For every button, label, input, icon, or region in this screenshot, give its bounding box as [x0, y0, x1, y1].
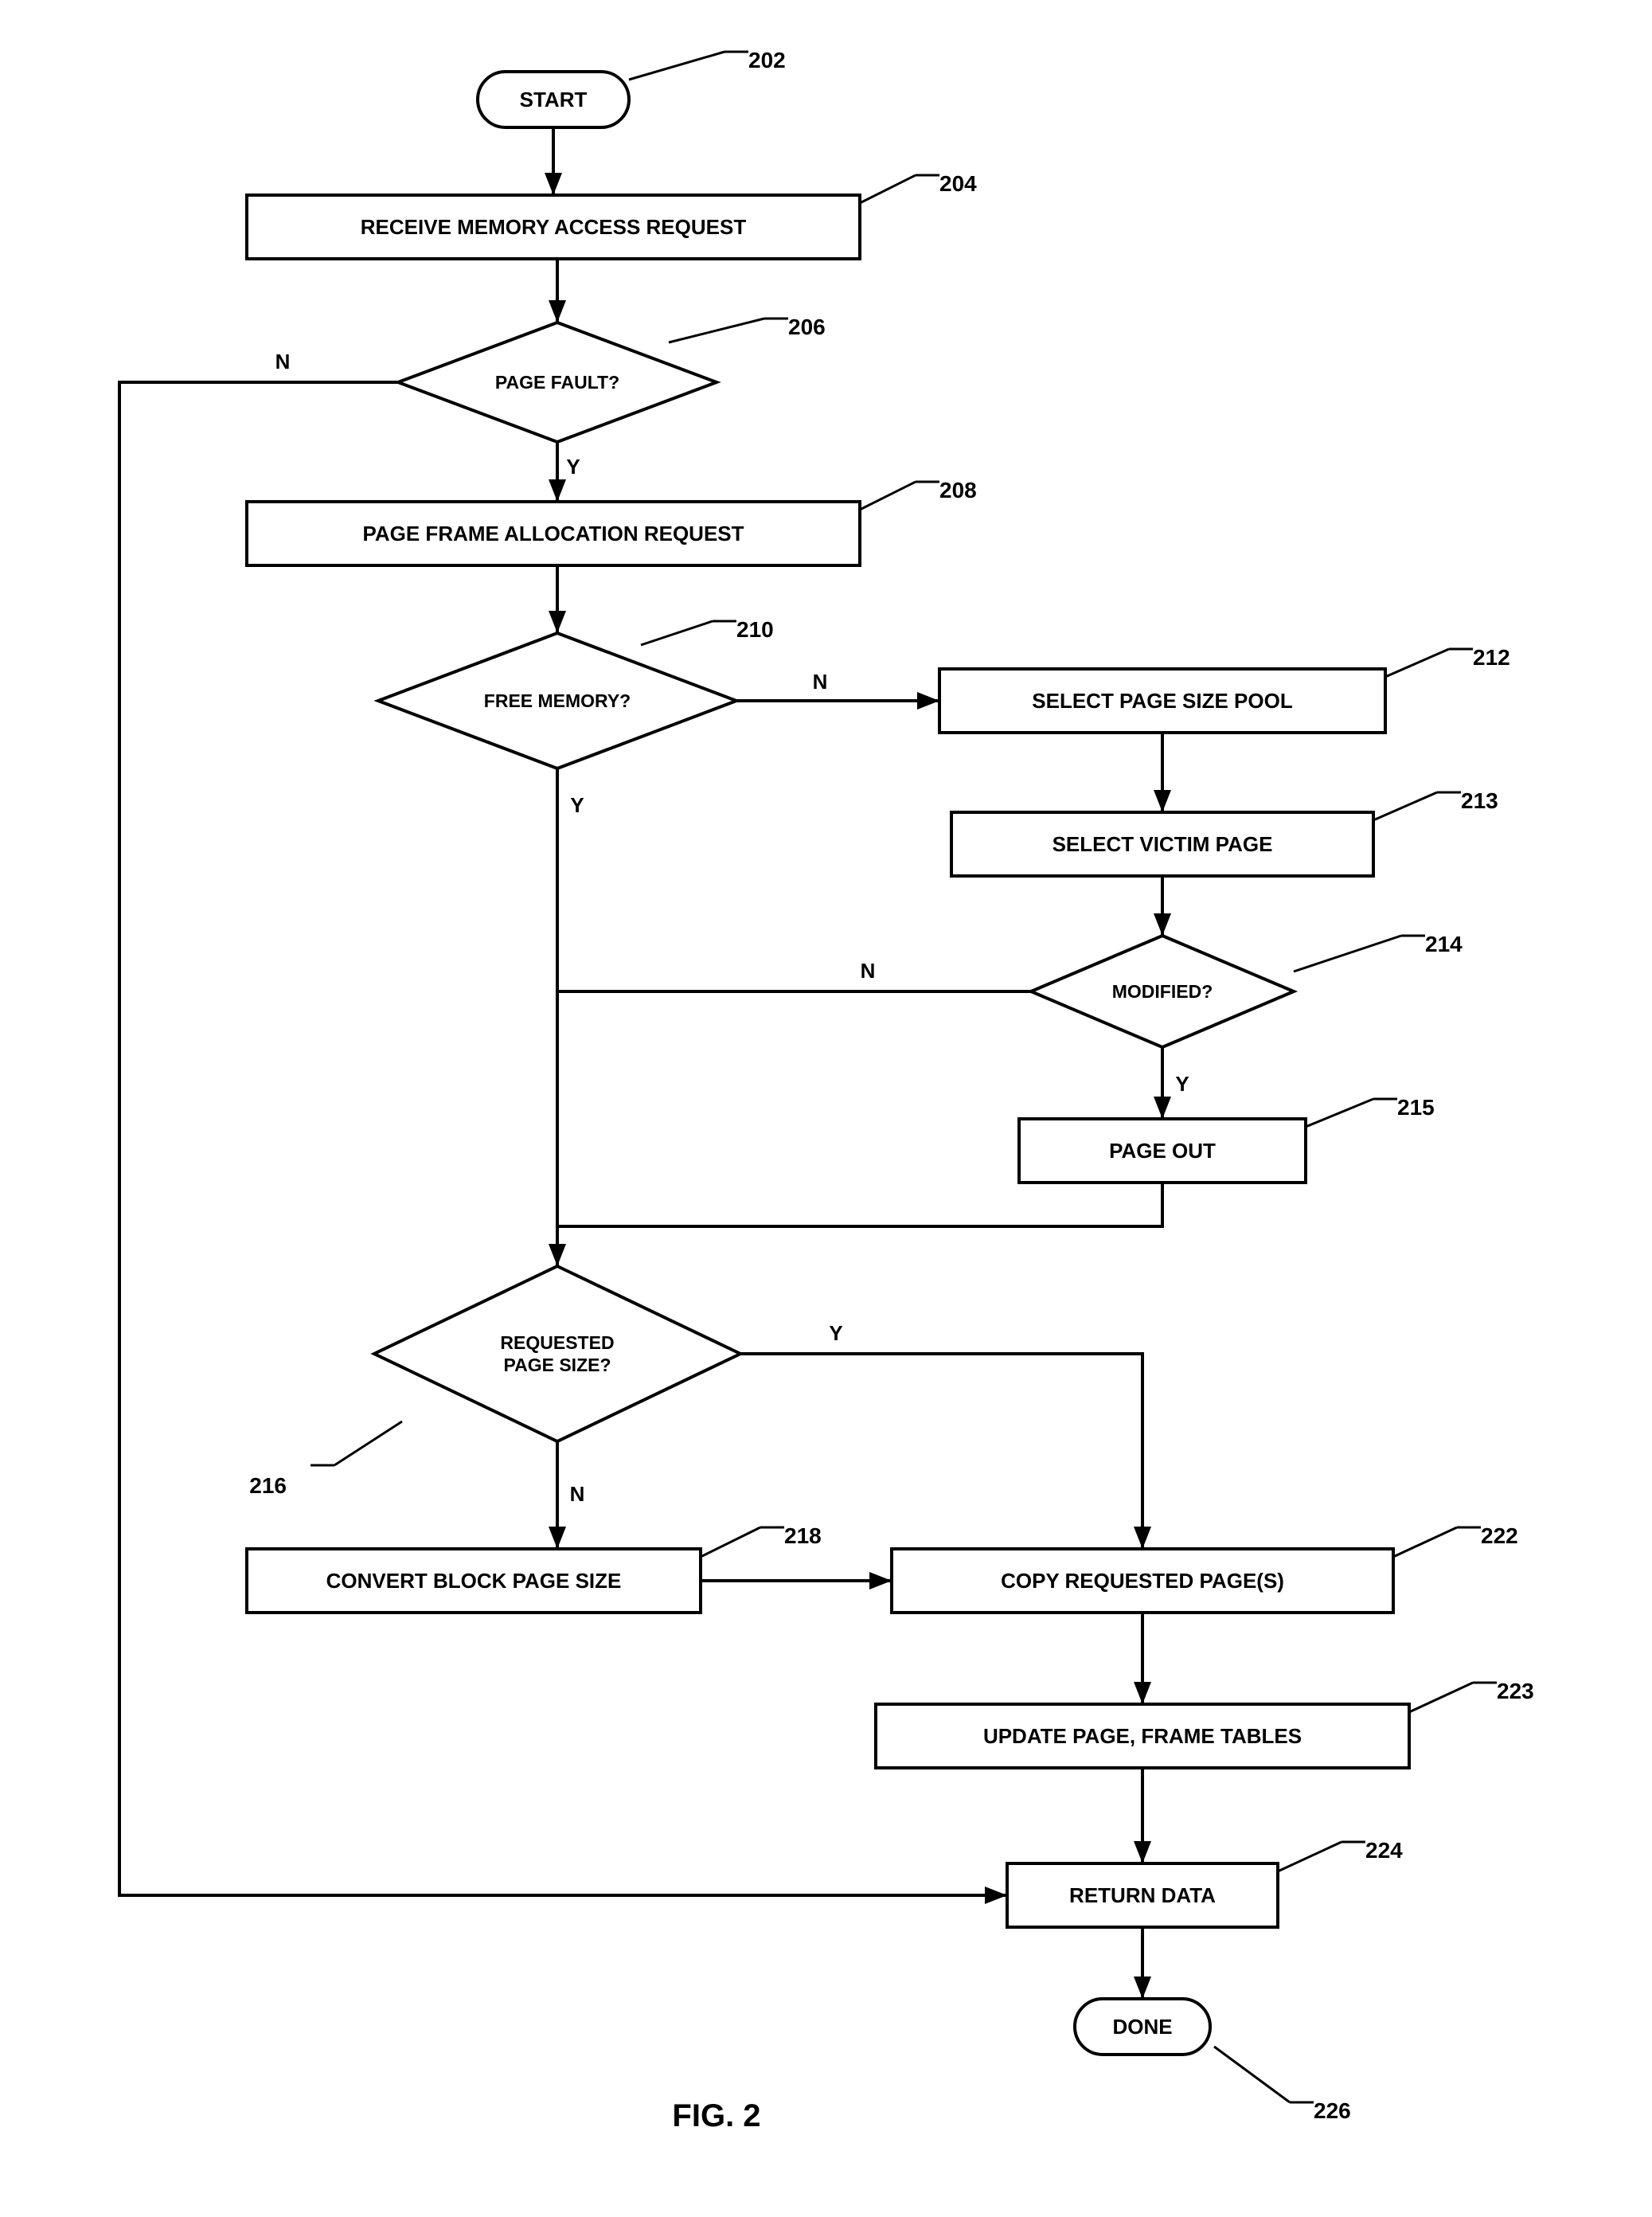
process-label-n215: PAGE OUT: [1109, 1139, 1216, 1163]
flowchart-figure: START RECEIVE MEMORY ACCESS REQUEST PAGE F…: [0, 0, 1652, 2217]
callout-leader-n216: [334, 1421, 402, 1465]
callout-leader-n223: [1409, 1683, 1473, 1712]
ref-number-n208: 208: [939, 478, 977, 502]
decision-label-n210-0: FREE MEMORY?: [484, 690, 631, 711]
ref-number-n223: 223: [1497, 1679, 1534, 1703]
callout-leader-n208: [860, 482, 916, 510]
callout-leader-n224: [1278, 1842, 1342, 1871]
ref-number-n212: 212: [1473, 645, 1510, 670]
edge-label-2: Y: [566, 455, 580, 479]
ref-number-n214: 214: [1425, 932, 1463, 956]
edge-label-12: N: [570, 1482, 585, 1506]
edge-label-4: N: [813, 670, 828, 694]
process-label-n223: UPDATE PAGE, FRAME TABLES: [983, 1724, 1302, 1748]
terminator-label-start: START: [520, 88, 588, 111]
ref-number-start: 202: [748, 48, 786, 72]
callout-leader-n206: [669, 319, 764, 342]
ref-number-n213: 213: [1461, 788, 1498, 813]
callout-leader-n222: [1393, 1527, 1457, 1557]
ref-number-n206: 206: [788, 315, 826, 339]
process-label-n218: CONVERT BLOCK PAGE SIZE: [326, 1569, 622, 1593]
callout-leader-n214: [1294, 936, 1401, 972]
callout-leader-start: [629, 52, 724, 80]
decision-label-n216-0: REQUESTED: [500, 1332, 614, 1353]
process-label-n204: RECEIVE MEMORY ACCESS REQUEST: [361, 215, 747, 239]
decision-n216: [374, 1266, 740, 1441]
process-label-n212: SELECT PAGE SIZE POOL: [1032, 689, 1293, 713]
callout-leader-n213: [1373, 792, 1437, 820]
decision-label-n216-1: PAGE SIZE?: [503, 1355, 611, 1375]
ref-number-n210: 210: [736, 617, 774, 642]
terminator-label-done: DONE: [1112, 2015, 1172, 2039]
callout-leader-n210: [641, 621, 713, 645]
ref-number-n215: 215: [1397, 1095, 1435, 1120]
decision-label-n206-0: PAGE FAULT?: [495, 372, 619, 393]
process-label-n222: COPY REQUESTED PAGE(S): [1001, 1569, 1284, 1593]
ref-number-n204: 204: [939, 171, 977, 196]
figure-caption: FIG. 2: [672, 2098, 760, 2133]
callout-leader-n204: [860, 175, 916, 203]
ref-number-n218: 218: [784, 1523, 822, 1548]
ref-number-n216: 216: [249, 1473, 287, 1498]
edge-label-9: N: [861, 959, 876, 983]
process-label-n208: PAGE FRAME ALLOCATION REQUEST: [362, 522, 744, 545]
callout-leader-n218: [701, 1527, 760, 1557]
edge-label-13: Y: [829, 1321, 842, 1345]
ref-number-n224: 224: [1365, 1838, 1403, 1863]
callout-leader-done: [1214, 2047, 1290, 2102]
edge-label-7: Y: [1175, 1072, 1189, 1096]
callout-leader-n212: [1385, 649, 1449, 677]
callout-leader-n215: [1306, 1099, 1373, 1127]
process-label-n224: RETURN DATA: [1069, 1883, 1216, 1907]
ref-number-done: 226: [1314, 2098, 1351, 2123]
edge-label-18: N: [275, 350, 291, 373]
decision-label-n214-0: MODIFIED?: [1112, 981, 1213, 1002]
edge-label-8: Y: [570, 793, 584, 817]
process-label-n213: SELECT VICTIM PAGE: [1053, 832, 1273, 856]
ref-number-n222: 222: [1481, 1523, 1518, 1548]
